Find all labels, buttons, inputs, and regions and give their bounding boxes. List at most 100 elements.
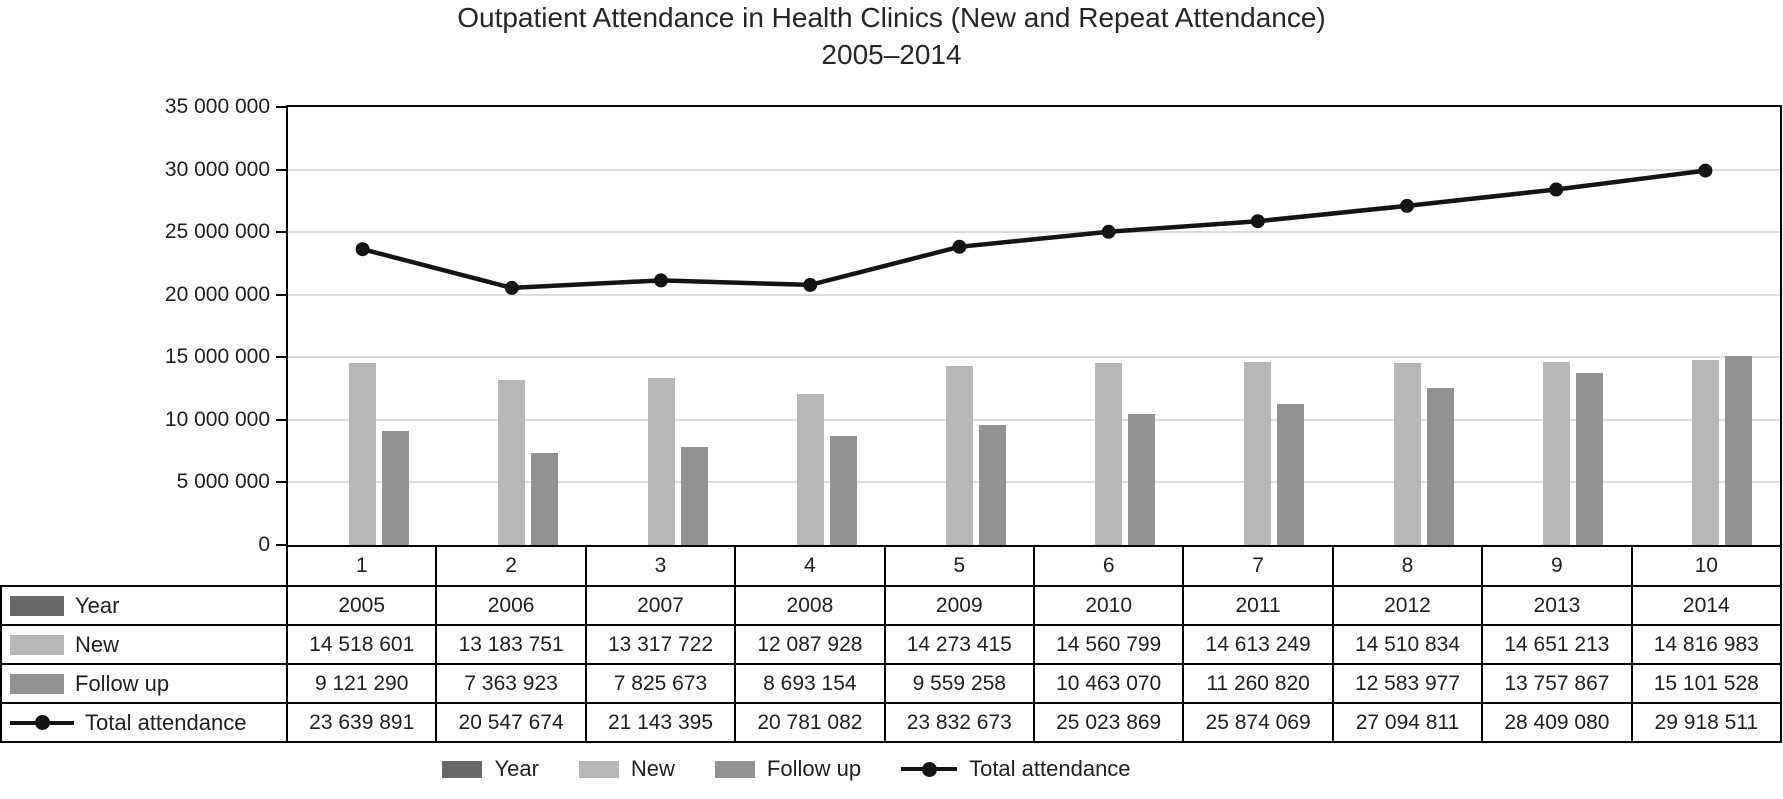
data-table: Year 2005 2006 2007 2008 2009 2010 2011 2012 2013… [0, 585, 1782, 743]
y-tick-label: 25 000 000 [164, 220, 270, 244]
bar-new [945, 366, 973, 545]
line-dot [921, 761, 937, 777]
gridline [288, 356, 1780, 359]
line-marker [504, 280, 519, 295]
row-label-text: Year [75, 592, 120, 618]
line-marker [1549, 182, 1564, 197]
table-value-cell: 28 409 080 [1483, 704, 1631, 741]
table-value-cell: 2014 [1632, 587, 1780, 624]
table-value-cell: 14 518 601 [288, 626, 436, 663]
y-tick-label: 20 000 000 [164, 282, 270, 306]
table-value-cell: 9 121 290 [288, 665, 436, 702]
bar-follow-up [1128, 414, 1156, 545]
row-label-follow-up: Follow up [2, 665, 286, 702]
table-value-cell: 27 094 811 [1333, 704, 1482, 741]
row-label-year: Year [2, 587, 286, 624]
y-tick-mark [276, 293, 286, 296]
bar-new [1393, 363, 1421, 545]
bar-follow-up [1724, 356, 1752, 545]
table-value-cell: 14 273 415 [885, 626, 1033, 663]
follow-up-swatch-icon [10, 673, 64, 694]
table-value-cell: 2012 [1333, 587, 1482, 624]
table-value-cell: 25 874 069 [1184, 704, 1332, 741]
table-value-cell: 2006 [437, 587, 585, 624]
line-marker [1250, 214, 1265, 229]
row-label-total-attendance: Total attendance [2, 704, 286, 741]
bar-new [1691, 359, 1719, 545]
line-marker [1101, 224, 1116, 239]
category-header-cell: 7 [1184, 547, 1332, 585]
gridline [288, 418, 1780, 421]
table-value-cell: 11 260 820 [1184, 665, 1332, 702]
table-value-cell: 13 317 722 [586, 626, 735, 663]
total-attendance-line [355, 163, 1713, 295]
table-value-cell: 7 825 673 [586, 665, 735, 702]
row-label-new: New [2, 626, 286, 663]
y-tick-mark [276, 356, 286, 359]
year-swatch-icon [10, 595, 64, 616]
table-value-cell: 2013 [1483, 587, 1631, 624]
bar-follow-up [1277, 404, 1305, 545]
line-marker [654, 273, 668, 288]
new-swatch-icon [10, 634, 64, 655]
bar-follow-up [531, 452, 559, 545]
table-value-cell: 2009 [885, 587, 1033, 624]
table-value-cell: 14 510 834 [1333, 626, 1482, 663]
line-marker [952, 239, 967, 254]
table-value-cell: 9 559 258 [885, 665, 1033, 702]
y-tick-label: 35 000 000 [164, 95, 270, 118]
gridline [288, 231, 1780, 234]
line-marker [1400, 198, 1414, 213]
gridline [288, 293, 1780, 296]
y-tick-mark [276, 168, 286, 171]
category-header-cell: 10 [1632, 547, 1780, 585]
table-value-cell: 14 816 983 [1632, 626, 1780, 663]
legend-item-new: New [578, 756, 675, 782]
table-value-cell: 2005 [288, 587, 436, 624]
category-header-cell: 6 [1034, 547, 1183, 585]
legend-item-follow-up: Follow up [714, 756, 861, 782]
chart-title-line1: Outpatient Attendance in Health Clinics … [457, 2, 1326, 33]
bar-new [796, 393, 824, 545]
row-label-text: Total attendance [85, 709, 247, 735]
bar-new [349, 363, 377, 545]
legend-year-swatch-icon [442, 760, 483, 778]
bar-new [498, 380, 526, 545]
bar-new [1542, 361, 1570, 545]
legend-label: Year [494, 756, 539, 781]
y-tick-mark [276, 544, 286, 546]
bar-follow-up [382, 430, 410, 545]
gridline [288, 481, 1780, 484]
table-value-cell: 7 363 923 [437, 665, 585, 702]
table-value-cell: 23 832 673 [885, 704, 1033, 741]
category-header-cell: 9 [1483, 547, 1631, 585]
y-tick-label: 0 [258, 533, 270, 556]
legend-new-swatch-icon [578, 760, 619, 778]
y-tick-label: 10 000 000 [164, 407, 270, 431]
chart-title-line2: 2005–2014 [821, 39, 962, 70]
category-header-cell: 5 [885, 547, 1033, 585]
table-value-cell: 15 101 528 [1632, 665, 1780, 702]
table-value-cell: 13 183 751 [437, 626, 585, 663]
bar-new [1095, 362, 1123, 545]
legend-line-marker-icon [901, 759, 958, 779]
legend-item-year: Year [442, 756, 539, 782]
table-value-cell: 12 087 928 [736, 626, 884, 663]
table-value-cell: 13 757 867 [1483, 665, 1631, 702]
line-marker-icon [10, 713, 74, 733]
line-marker [1698, 163, 1713, 178]
legend-follow-up-swatch-icon [714, 760, 755, 778]
legend-label: Total attendance [969, 756, 1131, 781]
table-value-cell: 2011 [1184, 587, 1332, 624]
table-value-cell: 25 023 869 [1034, 704, 1183, 741]
bar-follow-up [829, 436, 857, 545]
table-value-cell: 2007 [586, 587, 735, 624]
bar-follow-up [978, 425, 1006, 545]
table-value-cell: 20 547 674 [437, 704, 585, 741]
bar-new [647, 378, 675, 545]
y-tick-label: 5 000 000 [176, 470, 270, 494]
line-dot [34, 715, 50, 730]
table-value-cell: 21 143 395 [586, 704, 735, 741]
category-header-cell: 8 [1333, 547, 1482, 585]
